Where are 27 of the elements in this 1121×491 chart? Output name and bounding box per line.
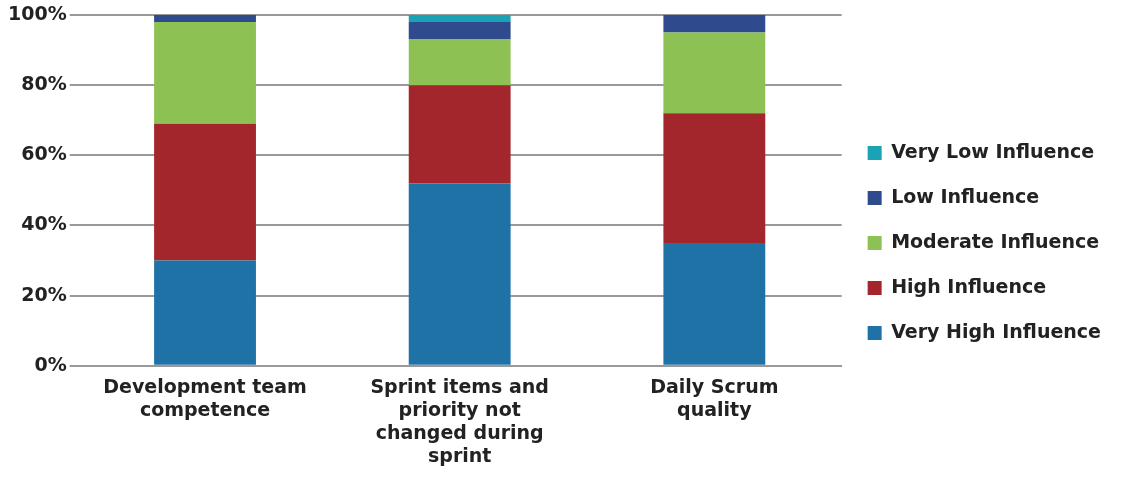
bar (154, 22, 256, 124)
legend-label: Low Influence (891, 184, 1040, 207)
bar (663, 15, 766, 33)
y-tick-label: 100% (7, 1, 67, 24)
legend-label: Very Low Influence (891, 139, 1095, 162)
bar (408, 183, 511, 365)
legend-label: Very High Influence (891, 319, 1102, 342)
bar (663, 32, 766, 114)
y-tick-label: 20% (21, 282, 67, 305)
bar (408, 85, 511, 184)
y-tick-label: 80% (21, 72, 67, 95)
x-tick-label: Development team competence (103, 375, 307, 420)
bar (154, 15, 256, 23)
bar (408, 22, 511, 40)
bar (663, 243, 766, 365)
y-tick-label: 60% (21, 142, 67, 165)
x-tick-label: Sprint items and priority not changed during sprint (370, 375, 549, 466)
y-tick-label: 0% (34, 352, 67, 375)
bar (154, 123, 256, 261)
bar (408, 39, 511, 86)
x-tick-label: Daily Scrum quality (650, 375, 779, 420)
y-tick-label: 40% (21, 212, 67, 235)
bar (154, 260, 256, 365)
legend-label: Moderate Influence (891, 229, 1100, 252)
bar (408, 15, 511, 23)
legend-label: High Influence (891, 274, 1047, 297)
bar (663, 113, 766, 244)
